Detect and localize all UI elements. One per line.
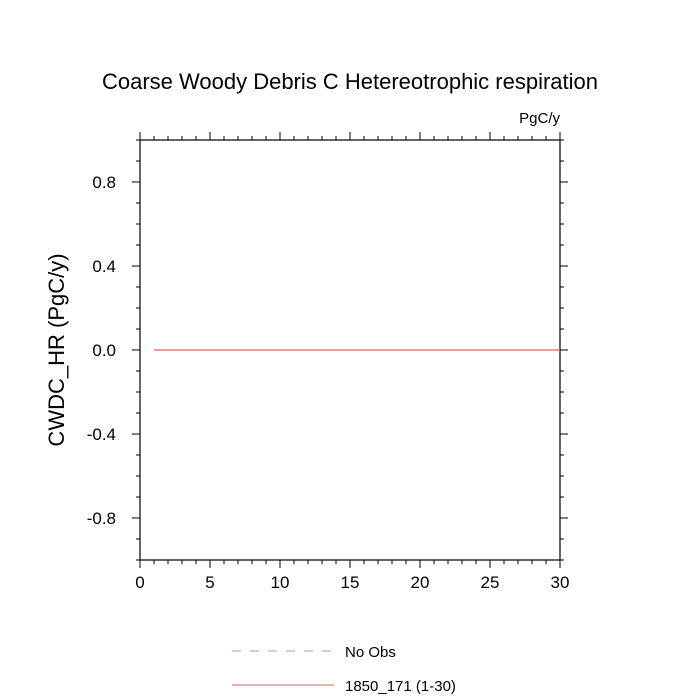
y-tick-labels: -0.8 -0.4 0.0 0.4 0.8 [87, 173, 116, 528]
x-tick-label: 30 [551, 573, 570, 592]
y-tick-label: -0.8 [87, 509, 116, 528]
x-tick-labels: 0 5 10 15 20 25 30 [135, 573, 569, 592]
y-tick-label: -0.4 [87, 425, 116, 444]
legend: No Obs 1850_171 (1-30) [232, 644, 456, 695]
x-tick-label: 5 [205, 573, 214, 592]
x-tick-label: 0 [135, 573, 144, 592]
y-tick-label: 0.0 [92, 341, 116, 360]
units-label: PgC/y [519, 110, 560, 127]
chart-title: Coarse Woody Debris C Hetereotrophic res… [102, 69, 598, 94]
x-tick-label: 20 [411, 573, 430, 592]
legend-label: 1850_171 (1-30) [345, 678, 456, 695]
y-tick-label: 0.4 [92, 257, 116, 276]
y-axis-label: CWDC_HR (PgC/y) [44, 253, 69, 446]
x-tick-label: 25 [481, 573, 500, 592]
x-tick-label: 10 [271, 573, 290, 592]
x-tick-label: 15 [341, 573, 360, 592]
y-tick-label: 0.8 [92, 173, 116, 192]
axis-ticks [132, 132, 568, 568]
legend-label: No Obs [345, 644, 396, 661]
